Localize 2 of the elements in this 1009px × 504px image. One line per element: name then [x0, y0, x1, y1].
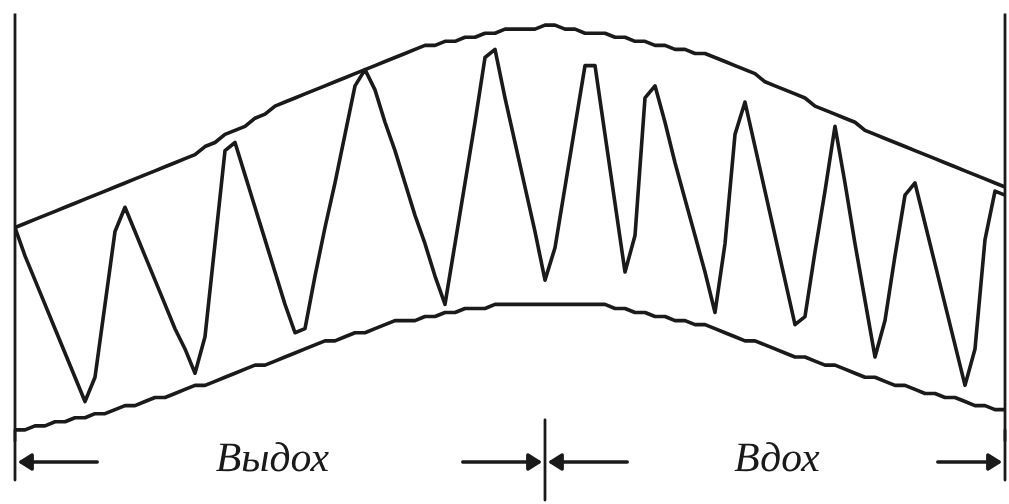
text: Выдох	[216, 442, 329, 472]
text: Вдох	[734, 442, 820, 472]
